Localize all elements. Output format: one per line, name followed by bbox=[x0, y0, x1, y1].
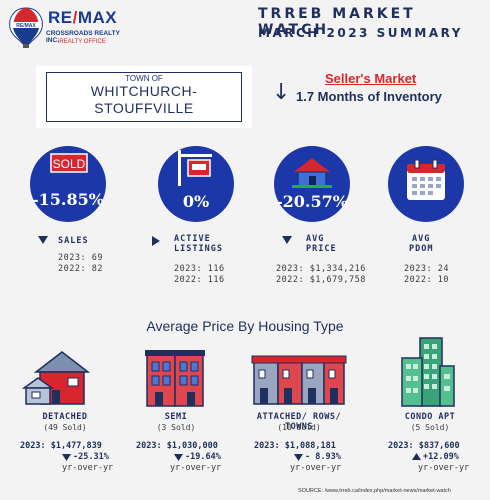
type-yoy-semi: yr-over-yr bbox=[170, 463, 222, 473]
type-yoy-detached: yr-over-yr bbox=[62, 463, 114, 473]
for-sale-sign-icon bbox=[178, 150, 212, 186]
sales-2023: 2023: 69 bbox=[58, 253, 103, 263]
sales-2022: 2022: 82 bbox=[58, 264, 103, 274]
pdom-2023: 2023: 24 bbox=[404, 264, 449, 274]
condo-building-icon bbox=[401, 337, 455, 407]
page-subtitle: MARCH 2023 SUMMARY bbox=[258, 26, 463, 40]
town-name: WHITCHURCH- STOUFFVILLE bbox=[47, 83, 241, 117]
listings-label-2: LISTINGS bbox=[174, 244, 223, 254]
type-sold-detached: (49 Sold) bbox=[43, 423, 87, 432]
price-circle: -20.57% bbox=[274, 146, 350, 222]
price-change: -20.57% bbox=[276, 192, 348, 211]
price-2023: 2023: $1,334,216 bbox=[276, 264, 366, 274]
town-name-line1: WHITCHURCH- bbox=[90, 83, 198, 99]
type-price-semi: 2023: $1,030,000 bbox=[136, 441, 218, 451]
office-name: CROSSROADS REALTY INC. bbox=[46, 30, 120, 44]
townhouse-icon bbox=[251, 355, 347, 405]
arrow-down-icon: ↓ bbox=[272, 80, 291, 105]
sales-label: SALES bbox=[58, 236, 89, 246]
type-yoy-condo: yr-over-yr bbox=[418, 463, 470, 473]
town-prefix: TOWN OF bbox=[125, 74, 163, 83]
sales-circle: SOLD -15.85% bbox=[30, 146, 106, 222]
type-price-condo: 2023: $837,600 bbox=[388, 441, 460, 451]
price-2022: 2022: $1,679,758 bbox=[276, 275, 366, 285]
price-label-2: PRICE bbox=[306, 244, 337, 254]
type-change-attached: - 8.93% bbox=[305, 452, 341, 462]
down-triangle-icon bbox=[38, 236, 48, 244]
down-triangle-icon bbox=[294, 454, 303, 461]
svg-text:SOLD: SOLD bbox=[53, 157, 86, 171]
pdom-label-1: AVG bbox=[412, 234, 431, 244]
house-icon bbox=[292, 158, 332, 188]
section-heading: Average Price By Housing Type bbox=[146, 318, 344, 334]
type-name-semi: SEMI bbox=[164, 412, 188, 422]
semi-house-icon bbox=[145, 350, 205, 407]
right-triangle-icon bbox=[152, 236, 160, 246]
type-name-detached: DETACHED bbox=[42, 412, 88, 422]
pdom-2022: 2022: 10 bbox=[404, 275, 449, 285]
type-change-semi: -19.64% bbox=[185, 452, 221, 462]
type-change-detached: -25.31% bbox=[73, 452, 109, 462]
down-triangle-icon bbox=[282, 236, 292, 244]
type-change-condo: +12.09% bbox=[423, 452, 459, 462]
sold-sign-icon: SOLD bbox=[50, 153, 88, 173]
detached-house-icon bbox=[22, 351, 91, 405]
listings-2023: 2023: 116 bbox=[174, 264, 225, 274]
listings-2022: 2022: 116 bbox=[174, 275, 225, 285]
down-triangle-icon bbox=[174, 454, 183, 461]
town-box: TOWN OF WHITCHURCH- STOUFFVILLE bbox=[36, 66, 252, 128]
listings-change: 0% bbox=[182, 192, 210, 211]
pdom-label-2: PDOM bbox=[409, 244, 434, 254]
type-price-detached: 2023: $1,477,839 bbox=[20, 441, 102, 451]
brand-name: RE/MAX bbox=[48, 8, 118, 27]
market-status: Seller's Market bbox=[325, 71, 417, 86]
down-triangle-icon bbox=[62, 454, 71, 461]
pdom-circle bbox=[388, 146, 464, 222]
page-title: TRREB MARKET WATCH bbox=[258, 6, 416, 38]
price-label-1: AVG bbox=[306, 234, 325, 244]
type-price-attached: 2023: $1,088,181 bbox=[254, 441, 336, 451]
up-triangle-icon bbox=[412, 453, 421, 460]
sales-change: -15.85% bbox=[32, 190, 104, 209]
remax-logo: RE/MAX RE/MAX CROSSROADS REALTY INC. iRE… bbox=[6, 6, 126, 52]
office-tagline: iREALTY OFFICE bbox=[58, 39, 106, 45]
listings-circle: 0% bbox=[158, 146, 234, 222]
town-name-line2: STOUFFVILLE bbox=[94, 100, 194, 116]
type-sold-condo: (5 Sold) bbox=[410, 423, 450, 432]
type-yoy-attached: yr-over-yr bbox=[290, 463, 342, 473]
listings-label-1: ACTIVE bbox=[174, 234, 211, 244]
type-name-condo: CONDO APT bbox=[404, 412, 456, 422]
calendar-icon bbox=[407, 159, 445, 200]
type-sold-semi: (3 Sold) bbox=[156, 423, 196, 432]
source-note: SOURCE: /www.trreb.ca/index.php/market-n… bbox=[298, 488, 451, 494]
balloon-icon: RE/MAX bbox=[9, 7, 43, 48]
months-of-inventory: 1.7 Months of Inventory bbox=[296, 89, 442, 104]
svg-text:RE/MAX: RE/MAX bbox=[16, 23, 36, 29]
type-name-attached: ATTACHED/ ROWS/ TOWNS bbox=[256, 412, 342, 432]
type-sold-attached: (10 Sold) bbox=[277, 423, 321, 432]
